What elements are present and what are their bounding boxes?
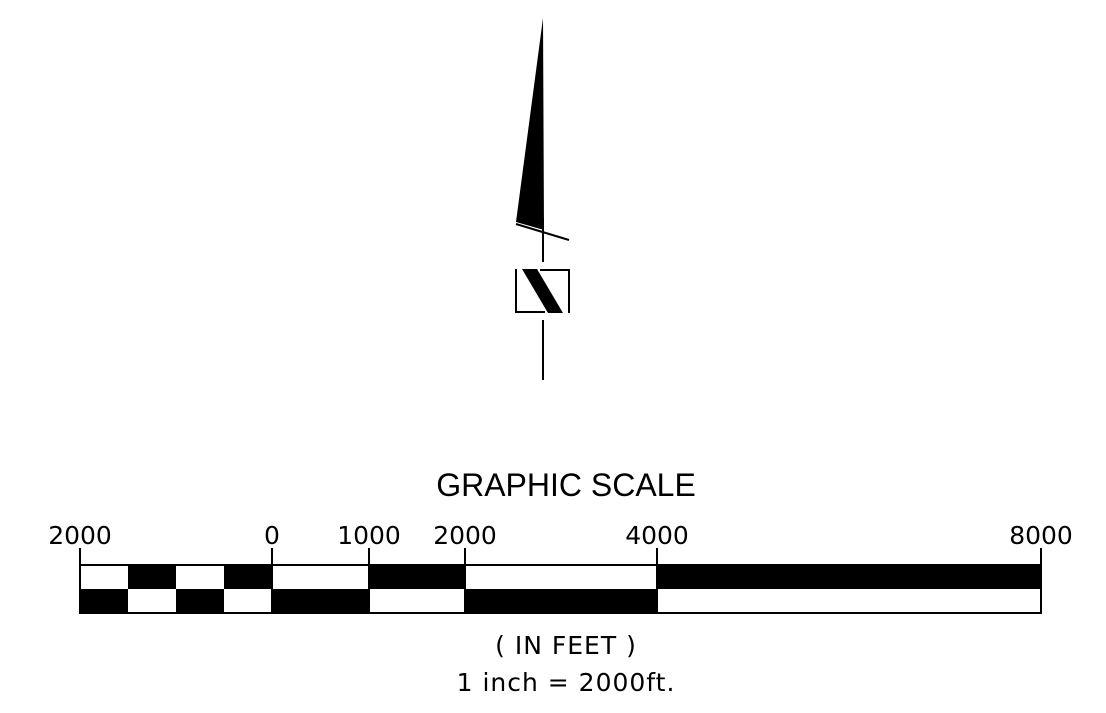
scale-segment-top-3 xyxy=(224,565,272,589)
scale-unit-label: ( IN FEET ) xyxy=(495,631,637,660)
scale-tick-label-1: 0 xyxy=(264,521,280,550)
scale-ratio-label: 1 inch = 2000ft. xyxy=(457,668,676,697)
scale-segment-bottom-3 xyxy=(224,589,272,613)
scale-segment-bottom-2 xyxy=(176,589,224,613)
scale-segment-top-5 xyxy=(369,565,465,589)
north-arrow-blade xyxy=(516,18,544,230)
scale-segment-bottom-4 xyxy=(272,589,369,613)
north-arrow-icon xyxy=(515,18,570,380)
scale-segment-top-7 xyxy=(657,565,1041,589)
north-letter-n-icon xyxy=(515,269,570,313)
scale-tick-label-2: 1000 xyxy=(337,521,401,550)
scale-tick-labels: 2000 0 1000 2000 4000 8000 xyxy=(48,521,1073,550)
scale-segment-top-1 xyxy=(128,565,176,589)
scale-tick-label-4: 4000 xyxy=(625,521,689,550)
scale-segment-bottom-1 xyxy=(128,589,176,613)
scale-segment-top-4 xyxy=(272,565,369,589)
scale-segment-bottom-5 xyxy=(369,589,465,613)
scale-bar xyxy=(79,548,1042,614)
north-arrow-tail-line xyxy=(515,223,570,241)
scale-segment-bottom-7 xyxy=(657,589,1041,613)
scale-segment-bottom-0 xyxy=(80,589,128,613)
scale-segment-bottom-6 xyxy=(465,589,657,613)
scale-segment-top-0 xyxy=(80,565,128,589)
scale-segment-top-6 xyxy=(465,565,657,589)
scale-tick-label-5: 8000 xyxy=(1009,521,1073,550)
scale-segment-top-2 xyxy=(176,565,224,589)
scale-tick-label-0: 2000 xyxy=(48,521,112,550)
graphic-scale-title: GRAPHIC SCALE xyxy=(436,467,696,503)
scale-tick-label-3: 2000 xyxy=(433,521,497,550)
